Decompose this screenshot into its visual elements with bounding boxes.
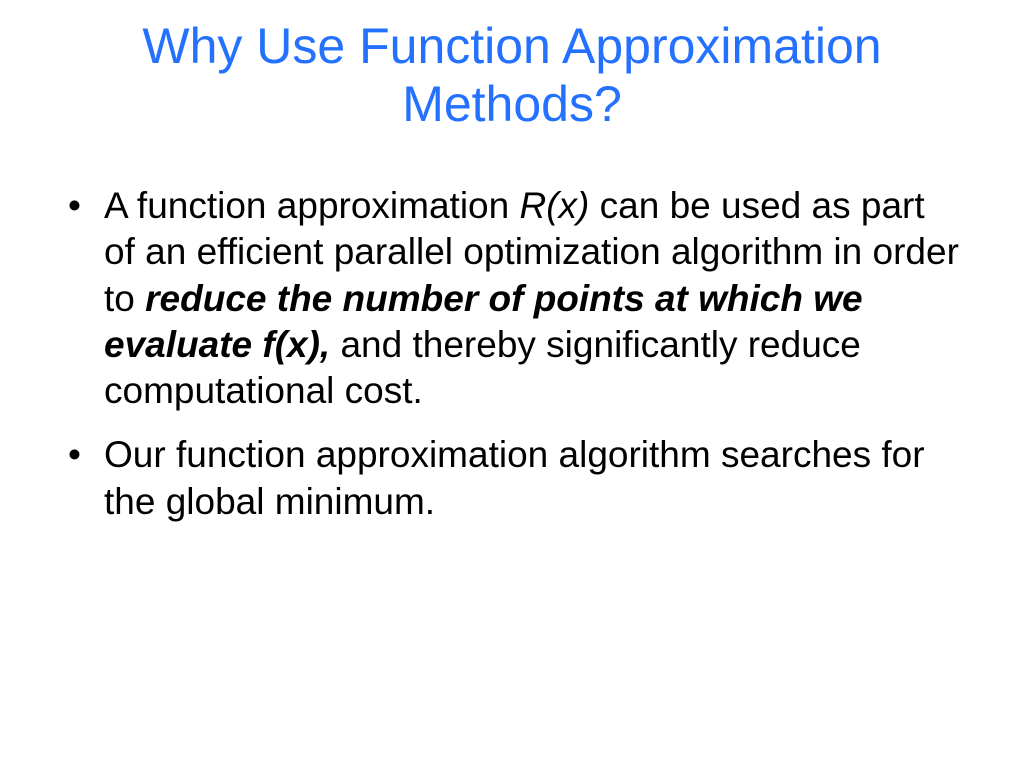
bullet-list: A function approximation R(x) can be use… bbox=[60, 183, 964, 543]
bullet-item: A function approximation R(x) can be use… bbox=[60, 183, 964, 414]
bullet-text-segment-italic: R(x) bbox=[519, 185, 589, 226]
bullet-text-segment: Our function approximation algorithm sea… bbox=[104, 434, 925, 521]
slide-title: Why Use Function Approximation Methods? bbox=[60, 18, 964, 133]
slide-container: Why Use Function Approximation Methods? … bbox=[0, 0, 1024, 768]
bullet-item: Our function approximation algorithm sea… bbox=[60, 432, 964, 525]
bullet-text-segment: A function approximation bbox=[104, 185, 519, 226]
